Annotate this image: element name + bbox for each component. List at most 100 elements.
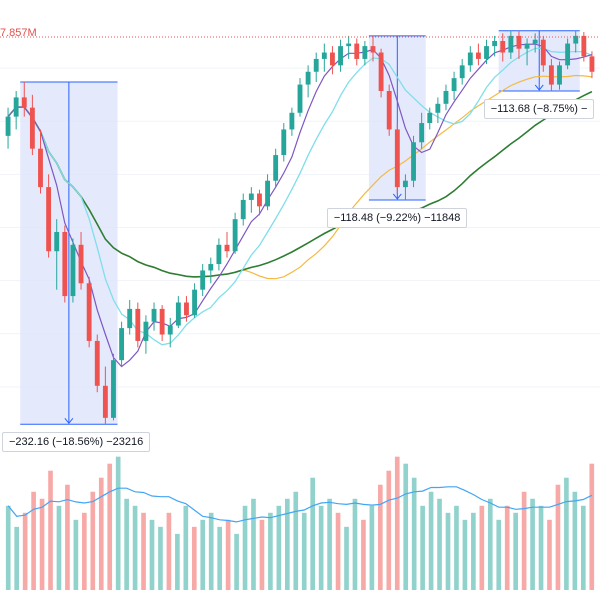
volume-bar [191, 526, 197, 590]
candle-body [289, 112, 295, 130]
volume-bar [73, 519, 79, 590]
candle-body [102, 385, 108, 418]
volume-bar [504, 505, 510, 590]
volume-bar [589, 463, 595, 590]
volume-bar [479, 505, 485, 590]
candle-body [21, 97, 27, 108]
volume-bar [242, 505, 248, 590]
candle-body [346, 43, 352, 47]
candle-body [467, 52, 473, 66]
volume-bar [284, 498, 290, 590]
volume-bar [14, 526, 20, 590]
candle-body [378, 52, 384, 91]
volume-bar [132, 505, 138, 590]
volume-bar [115, 456, 121, 590]
volume-bar [386, 470, 392, 590]
volume-bar [259, 519, 265, 590]
candle-body [435, 103, 441, 113]
volume-bar [208, 512, 214, 590]
volume-bar [361, 519, 366, 590]
candle-body [257, 193, 262, 207]
volume-bar [547, 519, 552, 590]
volume-bar [158, 526, 163, 590]
volume-bar [462, 519, 468, 590]
candle-body [411, 142, 416, 181]
candle-body [500, 40, 506, 53]
volume-bar [318, 505, 324, 590]
volume-bar [82, 512, 87, 590]
volume-bar [513, 512, 518, 590]
volume-bar [225, 519, 231, 590]
candle-body [313, 58, 319, 72]
volume-bar [521, 491, 527, 590]
volume-bar [327, 498, 332, 590]
volume-bar [369, 505, 375, 590]
measure-arrow-head [64, 417, 74, 425]
candle-body [143, 321, 149, 341]
volume-bar [555, 484, 561, 590]
candle-body [38, 148, 43, 188]
candle-body [451, 78, 457, 91]
volume-bar [487, 498, 493, 590]
candle-body [167, 325, 173, 335]
volume-bar [251, 498, 256, 590]
volume-bar [394, 456, 400, 590]
candle-body [321, 52, 327, 59]
candle-body [46, 187, 52, 252]
candle-body [532, 39, 538, 44]
candle-body [459, 65, 465, 79]
volume-bar [572, 491, 578, 590]
candle-body [240, 199, 246, 220]
volume-bar [428, 491, 434, 590]
volume-bar [454, 505, 459, 590]
candle-body [557, 65, 562, 85]
ma-mid-line [7, 47, 593, 346]
volume-bar [90, 491, 96, 590]
candle-body [62, 231, 68, 297]
candle-body [581, 35, 587, 57]
candle-body [386, 90, 392, 130]
volume-bar [411, 477, 417, 590]
candle-body [484, 46, 489, 59]
candle-body [565, 43, 571, 66]
volume-bar [56, 505, 62, 590]
volume-bar [301, 512, 307, 590]
volume-bar [48, 470, 53, 590]
candle-body [516, 35, 522, 49]
volume-bar [149, 519, 155, 590]
volume-bar [378, 484, 383, 590]
candle-body [297, 84, 303, 113]
volume-bar [166, 512, 172, 590]
candle-body [29, 107, 35, 149]
candle-body [184, 302, 189, 316]
volume-bar [293, 491, 299, 590]
volume-bar [217, 526, 222, 590]
candle-body [548, 65, 554, 85]
candle-body [305, 71, 311, 85]
candle-body [427, 112, 433, 124]
volume-bar [310, 477, 316, 590]
volume-bar [31, 491, 36, 590]
volume-bar [22, 512, 28, 590]
volume-bar [98, 477, 104, 590]
volume-bar [175, 533, 180, 590]
candle-body [248, 193, 254, 200]
volume-bar [183, 505, 189, 590]
measure-arrow-head [392, 193, 402, 200]
candle-body [273, 155, 279, 181]
volume-bar [200, 519, 206, 590]
candle-body [354, 43, 360, 59]
volume-bar [496, 519, 502, 590]
volume-bar [335, 512, 341, 590]
volume-bar [141, 512, 146, 590]
candle-body [5, 116, 11, 136]
candle-body [70, 244, 76, 297]
volume-bar [107, 463, 113, 590]
candle-body [362, 46, 368, 59]
candle-body [573, 35, 579, 44]
volume-bar [445, 512, 451, 590]
candle-body [508, 35, 514, 53]
candle-body [175, 302, 181, 326]
